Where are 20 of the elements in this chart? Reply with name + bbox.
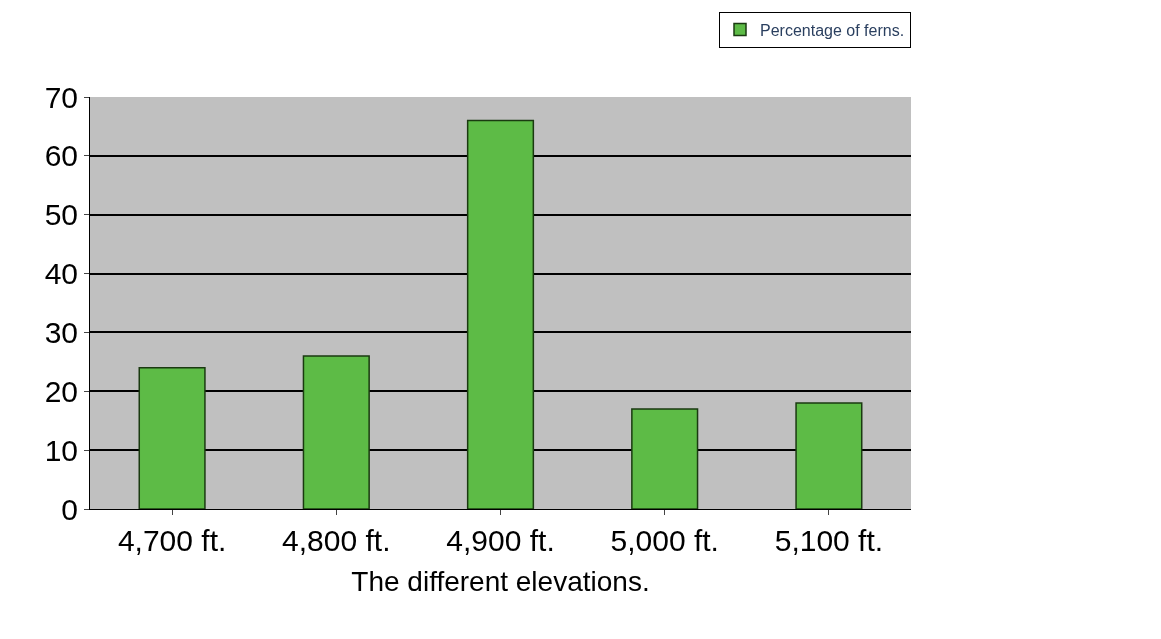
- x-tick-label: 4,700 ft.: [117, 524, 227, 557]
- y-tick-label: 20: [44, 374, 78, 408]
- bar: [302, 355, 370, 509]
- y-tick-label: 30: [44, 315, 78, 349]
- bar: [631, 408, 699, 509]
- y-tick-label: 60: [44, 139, 78, 173]
- y-tick-label: 40: [44, 257, 78, 291]
- x-tick-label: 4,900 ft.: [446, 524, 555, 557]
- bar: [138, 366, 206, 509]
- legend-label: Percentage of ferns.: [760, 21, 905, 39]
- x-tick-label: 5,100 ft.: [774, 524, 884, 557]
- x-axis-title: The different elevations.: [351, 566, 650, 598]
- y-tick-label: 70: [44, 80, 78, 114]
- y-tick-label: 0: [61, 492, 78, 526]
- y-tick-label: 10: [44, 433, 78, 467]
- bar: [466, 119, 535, 509]
- y-tick-label: 50: [44, 198, 78, 232]
- bar: [795, 402, 863, 509]
- x-tick-label: 5,000 ft.: [610, 524, 719, 557]
- x-tick-label: 4,800 ft.: [282, 524, 391, 557]
